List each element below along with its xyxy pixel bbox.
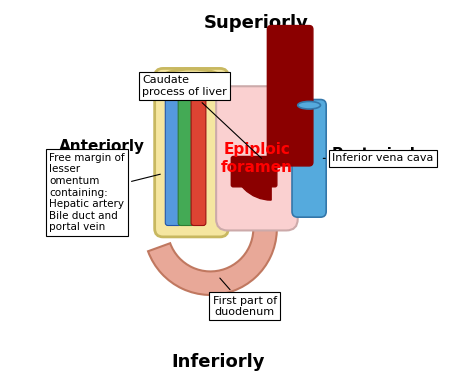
- FancyBboxPatch shape: [231, 156, 277, 187]
- Ellipse shape: [181, 79, 191, 84]
- Wedge shape: [148, 206, 277, 295]
- Ellipse shape: [168, 74, 179, 79]
- FancyBboxPatch shape: [155, 69, 228, 237]
- Text: Anteriorly: Anteriorly: [59, 139, 145, 154]
- Text: Free margin of
lesser
omentum
containing:
Hepatic artery
Bile duct and
portal ve: Free margin of lesser omentum containing…: [49, 153, 160, 232]
- Text: Superiorly: Superiorly: [203, 14, 309, 32]
- Ellipse shape: [163, 69, 220, 84]
- Text: First part of
duodenum: First part of duodenum: [212, 278, 277, 317]
- Text: Posteriorly: Posteriorly: [332, 147, 426, 162]
- FancyBboxPatch shape: [178, 79, 194, 226]
- Text: Caudate
process of liver: Caudate process of liver: [142, 75, 262, 158]
- Text: Inferiorly: Inferiorly: [171, 353, 265, 371]
- FancyBboxPatch shape: [267, 25, 313, 166]
- Ellipse shape: [298, 101, 320, 109]
- Text: Inferior vena cava: Inferior vena cava: [323, 153, 433, 163]
- Ellipse shape: [194, 82, 203, 87]
- Text: Epiploic
foramen: Epiploic foramen: [221, 142, 293, 174]
- Wedge shape: [233, 162, 271, 200]
- FancyBboxPatch shape: [216, 86, 298, 231]
- FancyBboxPatch shape: [191, 82, 206, 226]
- FancyBboxPatch shape: [292, 100, 326, 217]
- FancyBboxPatch shape: [165, 74, 181, 226]
